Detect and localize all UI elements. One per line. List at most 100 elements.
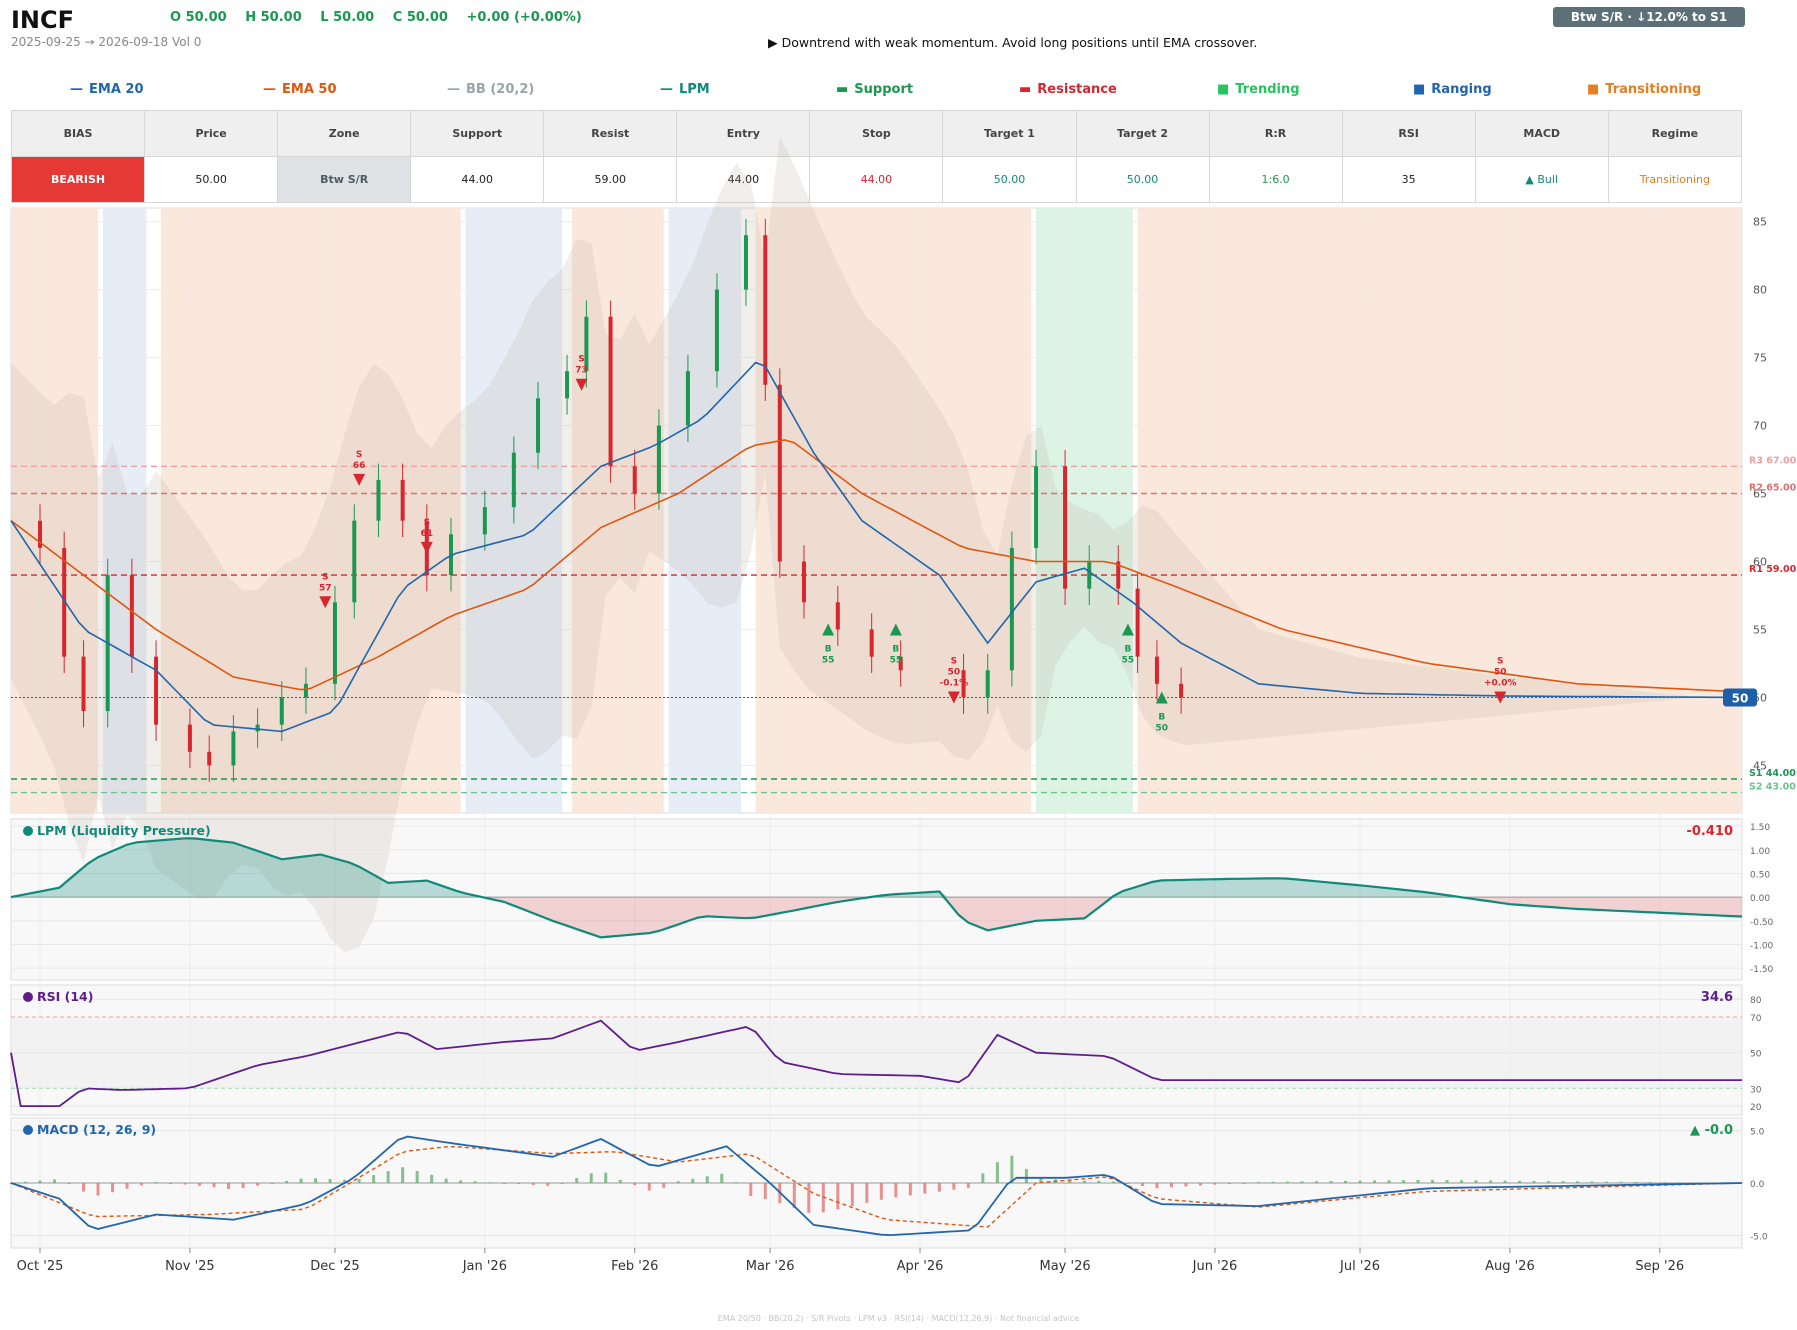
signal-label: -0.1% <box>940 678 969 688</box>
legend-item-ranging[interactable]: ■ Ranging <box>1413 82 1492 97</box>
macd-hist-bar <box>1547 1181 1551 1183</box>
ema50-line <box>10 439 1743 693</box>
legend-item-support[interactable]: ▬ Support <box>836 82 913 97</box>
candle-body <box>1009 547 1014 671</box>
macd-hist-bar <box>1416 1179 1420 1183</box>
macd-hist-bar <box>1213 1183 1217 1185</box>
macd-hist-bar <box>241 1183 245 1188</box>
macd-hist-bar <box>1634 1181 1638 1183</box>
price-tick-label: 85 <box>1753 216 1767 229</box>
macd-hist-bar <box>1503 1180 1507 1183</box>
macd-hist-bar <box>82 1183 86 1192</box>
level-label: R3 67.00 (7x) <box>1749 455 1797 466</box>
macd-hist-bar <box>1227 1183 1231 1184</box>
candle-body <box>632 466 637 494</box>
macd-hist-bar <box>531 1183 535 1185</box>
macd-hist-bar <box>1024 1168 1028 1183</box>
price-tick-label: 55 <box>1753 623 1767 636</box>
legend-label: Ranging <box>1431 82 1492 97</box>
chart-header: INCF O 50.00 H 50.00 L 50.00 C 50.00 +0.… <box>0 0 1797 60</box>
legend-label: Transitioning <box>1605 82 1702 97</box>
macd-hist-bar <box>575 1178 579 1183</box>
macd-hist-bar <box>937 1183 941 1192</box>
level-label: S1 44.00 (5x) <box>1749 768 1797 779</box>
legend-item-lpm[interactable]: — LPM <box>660 82 710 97</box>
candle-body <box>1154 656 1159 684</box>
candle-body <box>449 534 454 576</box>
candle-body <box>352 520 357 603</box>
macd-hist-bar <box>749 1183 753 1197</box>
legend-marker-icon: ▬ <box>836 82 849 97</box>
macd-hist-bar <box>952 1183 956 1190</box>
candles <box>38 218 1184 782</box>
candle-body <box>685 371 690 426</box>
macd-hist-bar <box>415 1171 419 1183</box>
candle-body <box>1087 561 1092 589</box>
macd-hist-bar <box>1445 1180 1449 1183</box>
price-tick-label: 75 <box>1753 352 1767 365</box>
macd-tick-label: 0.0 <box>1750 1180 1765 1190</box>
candle-body <box>763 235 768 385</box>
candle-body <box>565 371 570 399</box>
legend-item-resistance[interactable]: ▬ Resistance <box>1019 82 1117 97</box>
close-value: C 50.00 <box>392 10 448 25</box>
last-price-badge <box>1723 688 1757 707</box>
sell-signal-marker <box>353 473 366 486</box>
macd-hist-bar <box>1068 1180 1072 1183</box>
signal-label: 50 <box>948 667 961 677</box>
last-price-label: 50 <box>1732 691 1749 705</box>
candle-body <box>801 561 806 603</box>
signal-label: S <box>356 450 362 460</box>
macd-hist-bar <box>1256 1181 1260 1183</box>
candle-body <box>62 547 67 657</box>
signal-label: 50 <box>1494 667 1507 677</box>
macd-hist-bar <box>807 1183 811 1213</box>
candle-body <box>376 479 381 521</box>
stats-header-regime: Regime <box>1607 110 1743 157</box>
signal-label: +0.0% <box>1484 678 1517 688</box>
x-tick-label: Apr '26 <box>897 1259 944 1274</box>
macd-hist-bar <box>1315 1181 1319 1183</box>
candle-body <box>154 656 159 725</box>
rsi-tick-label: 50 <box>1750 1050 1762 1060</box>
candle-body <box>714 289 719 372</box>
macd-hist-bar <box>618 1179 622 1183</box>
candle-body <box>129 575 134 657</box>
x-tick-label: May '26 <box>1040 1259 1091 1274</box>
stats-value-regime: Transitioning <box>1607 156 1743 203</box>
macd-hist-bar <box>1169 1183 1173 1188</box>
candle-body <box>898 656 903 671</box>
legend-item-bb-20-2[interactable]: — BB (20,2) <box>447 82 534 97</box>
macd-hist-bar <box>1344 1180 1348 1183</box>
legend-item-ema-20[interactable]: — EMA 20 <box>70 82 144 97</box>
legend-item-transitioning[interactable]: ■ Transitioning <box>1587 82 1701 97</box>
lpm-negative-area <box>11 897 1742 938</box>
stats-header-row: BIAS Price Zone Support Resist Entry Stop Targe… <box>10 110 1743 157</box>
candle-body <box>332 602 337 684</box>
macd-hist-bar <box>676 1181 680 1183</box>
candle-body <box>961 670 966 698</box>
macd-title-dot <box>23 1125 33 1135</box>
legend-item-ema-50[interactable]: — EMA 50 <box>263 82 337 97</box>
macd-hist-bar <box>1431 1179 1435 1183</box>
low-value: L 50.00 <box>320 10 375 25</box>
candle-body <box>511 452 516 508</box>
macd-hist-bar <box>1576 1181 1580 1183</box>
lpm-tick-label: 0.00 <box>1750 894 1770 904</box>
x-tick-label: Jan '26 <box>462 1259 507 1274</box>
legend-label: Resistance <box>1037 82 1117 97</box>
candle-body <box>255 724 260 732</box>
buy-signal-marker <box>822 623 835 636</box>
macd-hist-bar <box>691 1178 695 1183</box>
legend-item-trending[interactable]: ■ Trending <box>1217 82 1300 97</box>
rsi-title-dot <box>23 992 33 1002</box>
macd-hist-bar <box>1111 1181 1115 1183</box>
macd-hist-bar <box>1605 1181 1609 1183</box>
x-tick-label: Mar '26 <box>746 1259 795 1274</box>
x-tick-label: Aug '26 <box>1485 1259 1535 1274</box>
rsi-line <box>10 1019 1742 1107</box>
lpm-tick-label: 1.00 <box>1750 847 1770 857</box>
macd-hist-bar <box>328 1179 332 1183</box>
lpm-title-dot <box>23 826 33 836</box>
